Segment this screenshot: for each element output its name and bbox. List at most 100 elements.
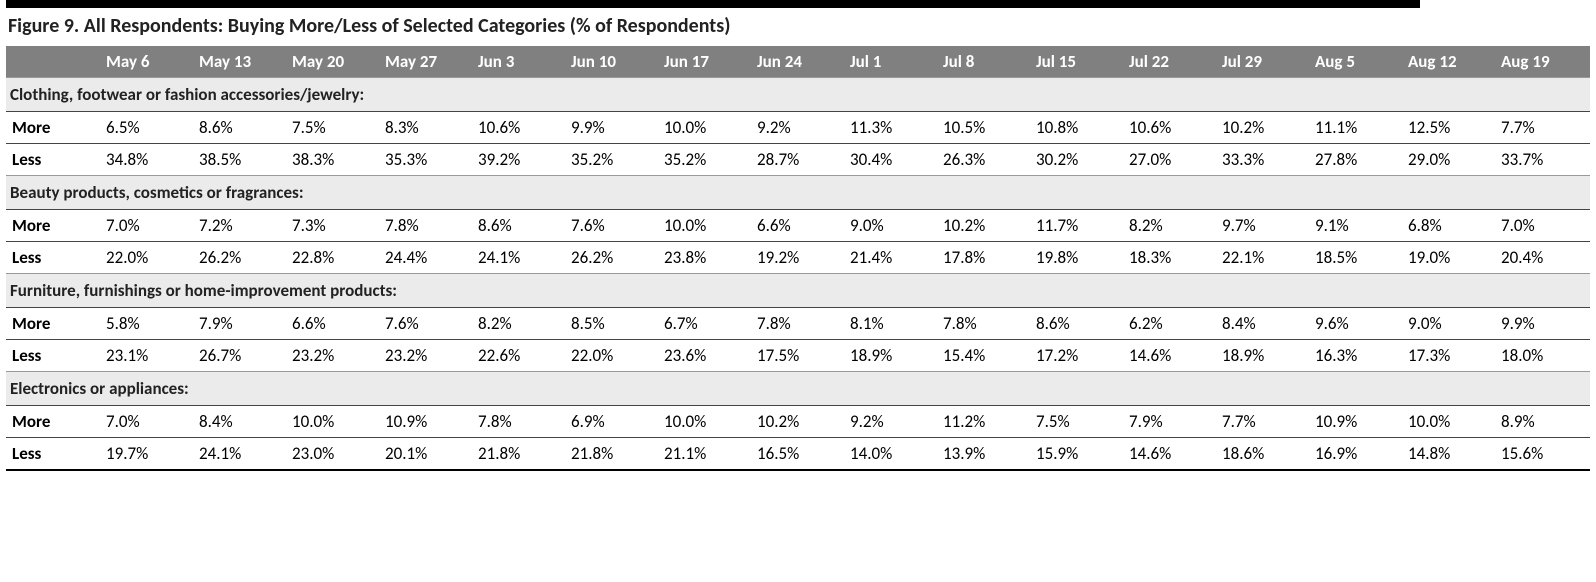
row-label-more: More bbox=[6, 308, 102, 340]
cell-value: 18.5% bbox=[1311, 242, 1404, 274]
cell-value: 8.4% bbox=[195, 406, 288, 438]
date-header: Jul 8 bbox=[939, 46, 1032, 78]
cell-value: 33.7% bbox=[1497, 144, 1590, 176]
cell-value: 9.2% bbox=[846, 406, 939, 438]
date-header: Aug 5 bbox=[1311, 46, 1404, 78]
cell-value: 26.2% bbox=[195, 242, 288, 274]
header-blank bbox=[6, 46, 102, 78]
cell-value: 33.3% bbox=[1218, 144, 1311, 176]
date-header: Aug 12 bbox=[1404, 46, 1497, 78]
cell-value: 8.2% bbox=[1125, 210, 1218, 242]
cell-value: 7.9% bbox=[1125, 406, 1218, 438]
cell-value: 22.0% bbox=[102, 242, 195, 274]
cell-value: 11.1% bbox=[1311, 112, 1404, 144]
cell-value: 22.1% bbox=[1218, 242, 1311, 274]
cell-value: 17.2% bbox=[1032, 340, 1125, 372]
cell-value: 29.0% bbox=[1404, 144, 1497, 176]
cell-value: 35.3% bbox=[381, 144, 474, 176]
data-row-more: More7.0%8.4%10.0%10.9%7.8%6.9%10.0%10.2%… bbox=[6, 406, 1590, 438]
cell-value: 21.4% bbox=[846, 242, 939, 274]
cell-value: 16.3% bbox=[1311, 340, 1404, 372]
date-header: May 27 bbox=[381, 46, 474, 78]
cell-value: 18.9% bbox=[1218, 340, 1311, 372]
cell-value: 23.0% bbox=[288, 438, 381, 471]
cell-value: 20.1% bbox=[381, 438, 474, 471]
row-label-less: Less bbox=[6, 438, 102, 471]
cell-value: 9.2% bbox=[753, 112, 846, 144]
cell-value: 10.6% bbox=[474, 112, 567, 144]
cell-value: 14.8% bbox=[1404, 438, 1497, 471]
cell-value: 22.0% bbox=[567, 340, 660, 372]
cell-value: 30.2% bbox=[1032, 144, 1125, 176]
cell-value: 9.0% bbox=[1404, 308, 1497, 340]
cell-value: 8.2% bbox=[474, 308, 567, 340]
cell-value: 10.0% bbox=[660, 210, 753, 242]
cell-value: 10.9% bbox=[381, 406, 474, 438]
cell-value: 35.2% bbox=[567, 144, 660, 176]
cell-value: 10.0% bbox=[288, 406, 381, 438]
top-border-bar bbox=[6, 0, 1420, 8]
data-row-less: Less34.8%38.5%38.3%35.3%39.2%35.2%35.2%2… bbox=[6, 144, 1590, 176]
cell-value: 7.0% bbox=[102, 406, 195, 438]
cell-value: 39.2% bbox=[474, 144, 567, 176]
cell-value: 6.2% bbox=[1125, 308, 1218, 340]
cell-value: 15.4% bbox=[939, 340, 1032, 372]
cell-value: 9.6% bbox=[1311, 308, 1404, 340]
cell-value: 16.5% bbox=[753, 438, 846, 471]
cell-value: 8.1% bbox=[846, 308, 939, 340]
cell-value: 8.9% bbox=[1497, 406, 1590, 438]
cell-value: 10.0% bbox=[660, 112, 753, 144]
cell-value: 21.1% bbox=[660, 438, 753, 471]
cell-value: 7.5% bbox=[288, 112, 381, 144]
cell-value: 18.6% bbox=[1218, 438, 1311, 471]
cell-value: 10.8% bbox=[1032, 112, 1125, 144]
cell-value: 38.3% bbox=[288, 144, 381, 176]
cell-value: 8.4% bbox=[1218, 308, 1311, 340]
cell-value: 8.3% bbox=[381, 112, 474, 144]
category-row: Electronics or appliances: bbox=[6, 372, 1590, 406]
cell-value: 34.8% bbox=[102, 144, 195, 176]
cell-value: 7.3% bbox=[288, 210, 381, 242]
figure-title: Figure 9. All Respondents: Buying More/L… bbox=[6, 8, 1590, 46]
cell-value: 21.8% bbox=[474, 438, 567, 471]
cell-value: 13.9% bbox=[939, 438, 1032, 471]
cell-value: 11.2% bbox=[939, 406, 1032, 438]
cell-value: 16.9% bbox=[1311, 438, 1404, 471]
category-row: Furniture, furnishings or home-improveme… bbox=[6, 274, 1590, 308]
cell-value: 22.6% bbox=[474, 340, 567, 372]
row-label-more: More bbox=[6, 112, 102, 144]
cell-value: 22.8% bbox=[288, 242, 381, 274]
cell-value: 26.7% bbox=[195, 340, 288, 372]
data-row-more: More6.5%8.6%7.5%8.3%10.6%9.9%10.0%9.2%11… bbox=[6, 112, 1590, 144]
cell-value: 10.0% bbox=[660, 406, 753, 438]
date-header: Jun 17 bbox=[660, 46, 753, 78]
date-header: Jun 3 bbox=[474, 46, 567, 78]
data-row-more: More7.0%7.2%7.3%7.8%8.6%7.6%10.0%6.6%9.0… bbox=[6, 210, 1590, 242]
cell-value: 7.7% bbox=[1497, 112, 1590, 144]
cell-value: 14.6% bbox=[1125, 340, 1218, 372]
cell-value: 10.2% bbox=[939, 210, 1032, 242]
cell-value: 38.5% bbox=[195, 144, 288, 176]
cell-value: 17.8% bbox=[939, 242, 1032, 274]
cell-value: 8.5% bbox=[567, 308, 660, 340]
cell-value: 9.7% bbox=[1218, 210, 1311, 242]
cell-value: 8.6% bbox=[474, 210, 567, 242]
cell-value: 7.7% bbox=[1218, 406, 1311, 438]
cell-value: 7.9% bbox=[195, 308, 288, 340]
cell-value: 9.0% bbox=[846, 210, 939, 242]
cell-value: 10.5% bbox=[939, 112, 1032, 144]
row-label-less: Less bbox=[6, 242, 102, 274]
cell-value: 23.1% bbox=[102, 340, 195, 372]
category-row: Clothing, footwear or fashion accessorie… bbox=[6, 78, 1590, 112]
cell-value: 18.0% bbox=[1497, 340, 1590, 372]
category-row: Beauty products, cosmetics or fragrances… bbox=[6, 176, 1590, 210]
cell-value: 14.0% bbox=[846, 438, 939, 471]
cell-value: 19.2% bbox=[753, 242, 846, 274]
cell-value: 5.8% bbox=[102, 308, 195, 340]
date-header: Jul 15 bbox=[1032, 46, 1125, 78]
cell-value: 9.9% bbox=[567, 112, 660, 144]
cell-value: 12.5% bbox=[1404, 112, 1497, 144]
cell-value: 24.1% bbox=[195, 438, 288, 471]
date-header: Jun 24 bbox=[753, 46, 846, 78]
date-header: Jul 1 bbox=[846, 46, 939, 78]
